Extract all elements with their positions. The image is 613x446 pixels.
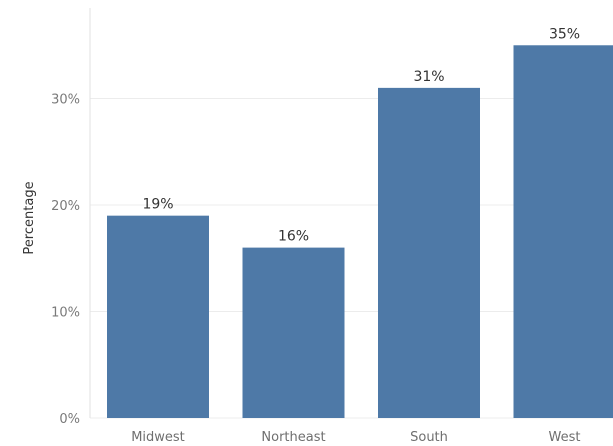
bars — [107, 45, 613, 419]
x-tick-label-northeast: Northeast — [261, 430, 325, 445]
y-axis-label: Percentage — [22, 181, 37, 254]
bar-west — [513, 45, 613, 418]
data-label-south: 31% — [413, 69, 444, 85]
y-tick-label: 0% — [59, 412, 80, 427]
data-label-west: 35% — [549, 26, 580, 42]
data-label-midwest: 19% — [142, 197, 173, 213]
x-axis-categories: Midwest Northeast South West — [131, 430, 580, 445]
bar-south — [378, 87, 480, 419]
y-tick-label: 10% — [51, 306, 80, 321]
x-tick-label-west: West — [549, 430, 581, 445]
x-tick-label-south: South — [410, 430, 448, 445]
data-label-northeast: 16% — [278, 229, 309, 245]
bar-midwest — [107, 215, 209, 418]
y-axis-ticks: 0% 10% 20% 30% — [51, 93, 80, 427]
y-tick-label: 30% — [51, 93, 80, 108]
y-tick-label: 20% — [51, 199, 80, 214]
x-tick-label-midwest: Midwest — [131, 430, 185, 445]
bar-northeast — [242, 247, 345, 418]
data-labels: 19% 16% 31% 35% — [142, 26, 580, 244]
